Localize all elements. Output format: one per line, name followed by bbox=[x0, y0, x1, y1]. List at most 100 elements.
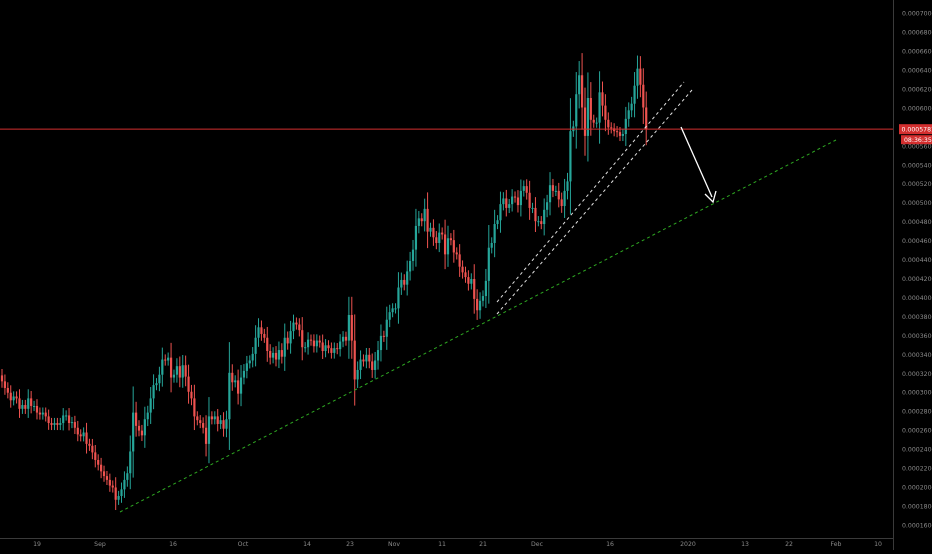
candle-body bbox=[313, 341, 315, 347]
time-tick-label: 16 bbox=[606, 541, 614, 548]
candle-body bbox=[625, 119, 627, 134]
candle-body bbox=[272, 353, 274, 358]
candle-body bbox=[596, 123, 598, 124]
candle-body bbox=[266, 338, 268, 351]
candle-body bbox=[342, 337, 344, 342]
time-tick-label: 19 bbox=[33, 541, 41, 548]
candle-body bbox=[464, 272, 466, 277]
candle-body bbox=[406, 271, 408, 284]
candle-body bbox=[50, 423, 52, 425]
candle-body bbox=[499, 204, 501, 220]
candle-body bbox=[65, 415, 67, 416]
candle-body bbox=[138, 426, 140, 431]
candle-body bbox=[118, 496, 120, 500]
candle-body bbox=[275, 353, 277, 360]
candle-body bbox=[415, 226, 417, 250]
candle-body bbox=[386, 320, 388, 337]
candle-body bbox=[42, 413, 44, 415]
candle-body bbox=[193, 398, 195, 416]
candle-body bbox=[400, 280, 402, 288]
candle-body bbox=[100, 465, 102, 472]
candle-body bbox=[21, 405, 23, 409]
candle-body bbox=[537, 221, 539, 222]
candle-body bbox=[636, 69, 638, 86]
candle-body bbox=[412, 250, 414, 261]
candle-body bbox=[36, 406, 38, 413]
candle-body bbox=[310, 340, 312, 341]
countdown-label: 08:36:35 bbox=[904, 137, 932, 144]
time-tick-label: 14 bbox=[303, 541, 311, 548]
candle-body bbox=[453, 240, 455, 252]
candle-body bbox=[74, 422, 76, 428]
candle-body bbox=[284, 338, 286, 357]
candle-body bbox=[59, 423, 61, 425]
candle-body bbox=[482, 296, 484, 301]
time-tick-label: 16 bbox=[169, 541, 177, 548]
candle-body bbox=[479, 301, 481, 310]
candle-body bbox=[94, 452, 96, 460]
time-tick-label: 13 bbox=[741, 541, 749, 548]
candle-body bbox=[97, 460, 99, 465]
candle-body bbox=[190, 392, 192, 399]
time-tick-label: 23 bbox=[346, 541, 354, 548]
candle-body bbox=[281, 350, 283, 357]
candle-body bbox=[109, 480, 111, 486]
candle-body bbox=[120, 489, 122, 496]
candle-body bbox=[307, 340, 309, 348]
candle-body bbox=[205, 428, 207, 444]
candle-body bbox=[461, 267, 463, 273]
candle-body bbox=[319, 341, 321, 343]
candle-body bbox=[426, 209, 428, 232]
candle-body bbox=[409, 261, 411, 271]
candle-body bbox=[316, 341, 318, 347]
candle-body bbox=[628, 110, 630, 119]
candle-body bbox=[354, 341, 356, 380]
candle-body bbox=[4, 381, 6, 388]
candle-body bbox=[158, 375, 160, 384]
candle-body bbox=[601, 92, 603, 105]
candle-body bbox=[505, 198, 507, 207]
candle-body bbox=[610, 127, 612, 128]
candle-body bbox=[488, 248, 490, 281]
candle-body bbox=[531, 208, 533, 209]
candle-body bbox=[161, 360, 163, 375]
candle-body bbox=[237, 380, 239, 393]
candle-body bbox=[141, 431, 143, 436]
candle-body bbox=[249, 360, 251, 363]
candle-body bbox=[575, 94, 577, 126]
time-tick-label: Feb bbox=[831, 541, 842, 548]
candle-body bbox=[243, 371, 245, 378]
candle-body bbox=[222, 420, 224, 429]
candle-body bbox=[552, 185, 554, 191]
candle-body bbox=[48, 416, 50, 423]
candle-body bbox=[563, 191, 565, 206]
candle-body bbox=[639, 69, 641, 85]
candle-body bbox=[263, 334, 265, 338]
candle-body bbox=[185, 365, 187, 376]
candle-body bbox=[590, 98, 592, 120]
candle-body bbox=[287, 338, 289, 344]
candle-body bbox=[494, 224, 496, 243]
time-tick-label: Nov bbox=[388, 541, 400, 548]
candle-body bbox=[187, 377, 189, 392]
candle-body bbox=[403, 280, 405, 285]
candle-body bbox=[444, 234, 446, 254]
time-tick-label: 21 bbox=[479, 541, 487, 548]
candle-body bbox=[150, 398, 152, 412]
candle-body bbox=[324, 345, 326, 351]
candle-body bbox=[1, 375, 3, 381]
